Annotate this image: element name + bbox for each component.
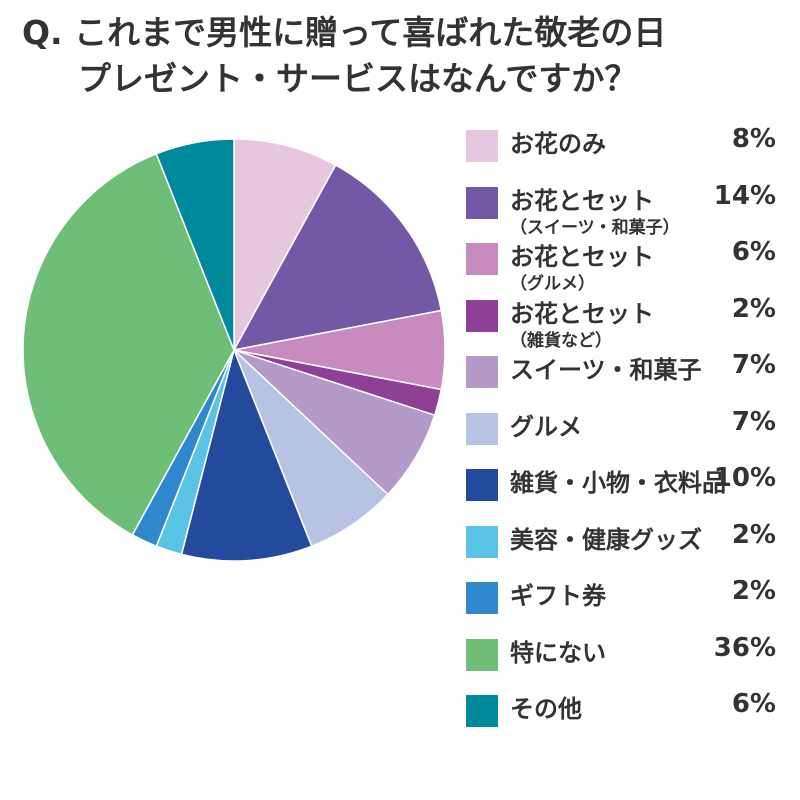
- legend-percent: 7%: [731, 406, 776, 437]
- legend-sublabel: （雑貨など）: [510, 330, 612, 351]
- legend-percent: 14%: [713, 180, 776, 211]
- legend-item: その他 6%: [466, 683, 786, 733]
- legend-percent: 2%: [731, 519, 776, 550]
- legend-item: 美容・健康グッズ 2%: [466, 514, 786, 564]
- legend-item: グルメ 7%: [466, 401, 786, 451]
- legend-swatch: [466, 469, 498, 501]
- pie-slice: [180, 347, 313, 562]
- legend-percent: 36%: [713, 632, 776, 663]
- legend-label: その他: [510, 695, 582, 723]
- legend-swatch: [466, 695, 498, 727]
- legend-label: お花とセット: [510, 299, 654, 328]
- legend-swatch: [466, 638, 498, 671]
- legend-item: 特にない 36%: [466, 627, 786, 677]
- pie-slice: [22, 152, 235, 536]
- legend-percent: 2%: [731, 293, 776, 324]
- legend-swatch: [466, 412, 498, 445]
- pie-slice: [233, 138, 337, 351]
- legend-item: ギフト券 2%: [466, 570, 786, 620]
- legend-percent: 7%: [731, 350, 776, 380]
- chart-title-line-1: Q. これまで男性に贈って喜ばれた敬老の日: [22, 13, 667, 52]
- legend-label: 美容・健康グッズ: [510, 525, 702, 554]
- legend-label: 特にない: [510, 638, 606, 667]
- legend-label: ギフト券: [510, 582, 606, 610]
- chart-title: Q. これまで男性に贈って喜ばれた敬老の日 プレゼント・サービスはなんですか？: [22, 10, 792, 102]
- legend-label: お花とセット: [510, 186, 654, 215]
- legend-swatch: [466, 186, 498, 219]
- legend-item: お花とセット （グルメ） 6%: [466, 231, 786, 294]
- legend-item: お花とセット （雑貨など） 2%: [466, 288, 786, 351]
- legend-sublabel: （スイーツ・和菓子）: [510, 217, 680, 238]
- legend-item: スイーツ・和菓子 7%: [466, 344, 786, 394]
- legend-swatch: [466, 299, 498, 332]
- legend-item: 雑貨・小物・衣料品 10%: [466, 457, 786, 507]
- legend-swatch: [466, 130, 498, 162]
- legend-percent: 6%: [731, 689, 776, 719]
- legend-label: お花とセット: [510, 243, 654, 271]
- legend-label: スイーツ・和菓子: [510, 356, 702, 384]
- legend-swatch: [466, 525, 498, 558]
- legend-percent: 8%: [731, 124, 776, 154]
- chart-title-line-2: プレゼント・サービスはなんですか？: [78, 59, 638, 98]
- legend-label: お花のみ: [510, 130, 606, 158]
- legend-label: 雑貨・小物・衣料品: [510, 469, 726, 497]
- pie-slice: [232, 164, 443, 352]
- legend-percent: 6%: [731, 237, 776, 267]
- legend-percent: 2%: [731, 576, 776, 606]
- legend-item: お花のみ 8%: [466, 118, 786, 168]
- pie-slice: [155, 138, 235, 351]
- legend-label: グルメ: [510, 412, 582, 441]
- legend-swatch: [466, 243, 498, 275]
- legend-swatch: [466, 582, 498, 614]
- legend-swatch: [466, 356, 498, 388]
- legend-percent: 10%: [713, 463, 776, 493]
- legend-sublabel: （グルメ）: [510, 274, 595, 294]
- legend-item: お花とセット （スイーツ・和菓子） 14%: [466, 175, 786, 238]
